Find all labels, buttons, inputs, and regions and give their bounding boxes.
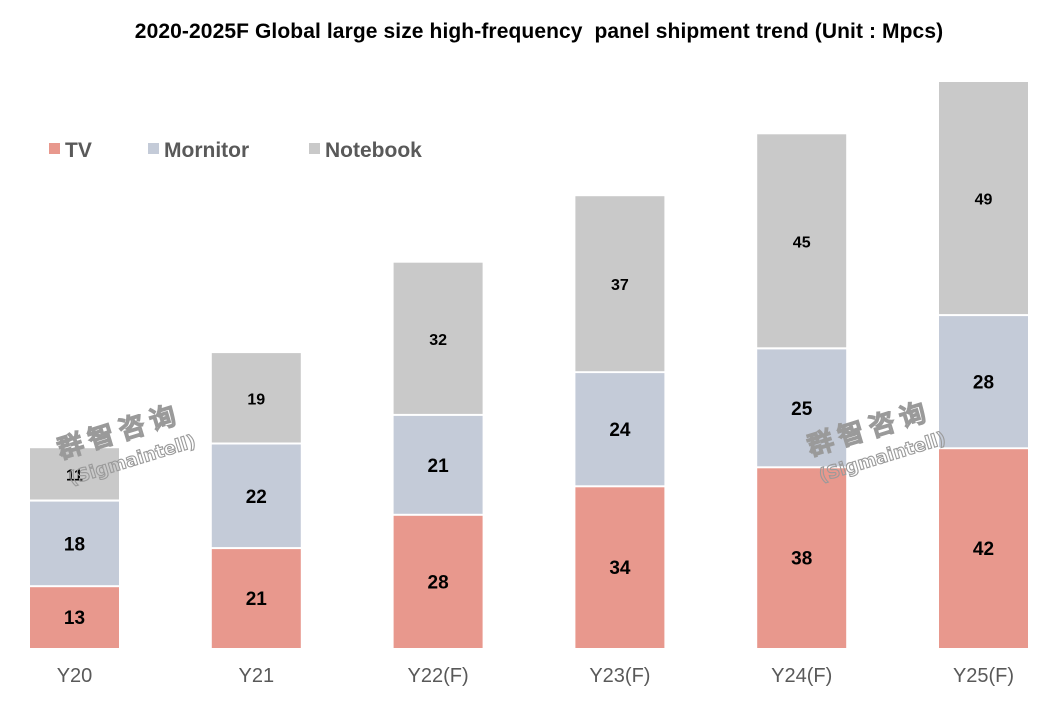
bar-notebook-y25-f — [939, 82, 1028, 315]
data-label-mornitor-y21: 22 — [246, 487, 267, 508]
x-tick-label-y20: Y20 — [57, 665, 93, 687]
bar-mornitor-y22-f — [393, 415, 483, 514]
data-label-notebook-y22-f: 32 — [429, 332, 447, 349]
bar-mornitor-y21 — [211, 444, 301, 548]
legend-swatch-tv — [49, 143, 60, 154]
data-label-tv-y21: 21 — [246, 589, 268, 610]
data-label-mornitor-y22-f: 21 — [428, 456, 450, 477]
data-label-tv-y23-f: 34 — [609, 558, 631, 579]
legend-swatch-notebook — [309, 143, 320, 154]
data-label-notebook-y23-f: 37 — [611, 277, 629, 294]
bar-mornitor-y25-f — [939, 316, 1028, 448]
bar-notebook-y20 — [30, 448, 119, 500]
x-tick-label-y25-f: Y25(F) — [953, 665, 1014, 687]
data-label-notebook-y20: 11 — [66, 467, 83, 484]
bar-tv-y24-f — [757, 468, 847, 648]
legend-label-notebook: Notebook — [325, 139, 422, 162]
watermark-left: 群智咨询(Sigmaintell) — [52, 398, 199, 490]
data-label-tv-y25-f: 42 — [973, 539, 994, 560]
bar-tv-y21 — [211, 549, 301, 648]
x-tick-label-y24-f: Y24(F) — [771, 665, 832, 687]
bar-notebook-y22-f — [393, 262, 483, 414]
bar-tv-y25-f — [939, 449, 1028, 648]
data-label-notebook-y25-f: 49 — [975, 192, 993, 209]
legend-label-tv: TV — [65, 139, 92, 162]
data-label-mornitor-y25-f: 28 — [973, 373, 994, 394]
bar-mornitor-y20 — [30, 501, 119, 586]
data-label-notebook-y21: 19 — [247, 391, 265, 408]
bar-notebook-y21 — [211, 353, 301, 443]
data-label-tv-y20: 13 — [64, 608, 85, 629]
data-labels-group: 13 18 11 21 22 19 28 21 32 34 24 37 38 25 45 42 28 49 — [64, 192, 994, 630]
x-axis-tick-labels: Y20 Y21 Y22(F) Y23(F) Y24(F) Y25(F) — [57, 665, 1014, 687]
data-label-mornitor-y24-f: 25 — [791, 399, 813, 420]
data-label-mornitor-y20: 18 — [64, 534, 85, 555]
bars-group — [30, 82, 1028, 648]
bar-tv-y22-f — [393, 515, 483, 648]
legend-item-mornitor: Mornitor — [148, 139, 249, 162]
data-label-tv-y22-f: 28 — [428, 572, 449, 593]
x-tick-label-y21: Y21 — [239, 665, 275, 687]
bar-tv-y20 — [30, 587, 119, 648]
legend: TV Mornitor Notebook — [49, 139, 422, 162]
legend-item-notebook: Notebook — [309, 139, 422, 162]
bar-notebook-y24-f — [757, 134, 847, 348]
bar-notebook-y23-f — [575, 196, 665, 372]
bar-mornitor-y24-f — [757, 349, 847, 467]
bar-mornitor-y23-f — [575, 373, 665, 486]
x-tick-label-y23-f: Y23(F) — [589, 665, 650, 687]
legend-swatch-mornitor — [148, 143, 159, 154]
chart-title: 2020-2025F Global large size high-freque… — [134, 20, 944, 43]
data-label-tv-y24-f: 38 — [791, 549, 812, 570]
legend-label-mornitor: Mornitor — [164, 139, 249, 162]
data-label-notebook-y24-f: 45 — [793, 234, 811, 251]
bar-tv-y23-f — [575, 487, 665, 648]
legend-item-tv: TV — [49, 139, 92, 162]
x-tick-label-y22-f: Y22(F) — [408, 665, 469, 687]
data-label-mornitor-y23-f: 24 — [609, 420, 631, 441]
